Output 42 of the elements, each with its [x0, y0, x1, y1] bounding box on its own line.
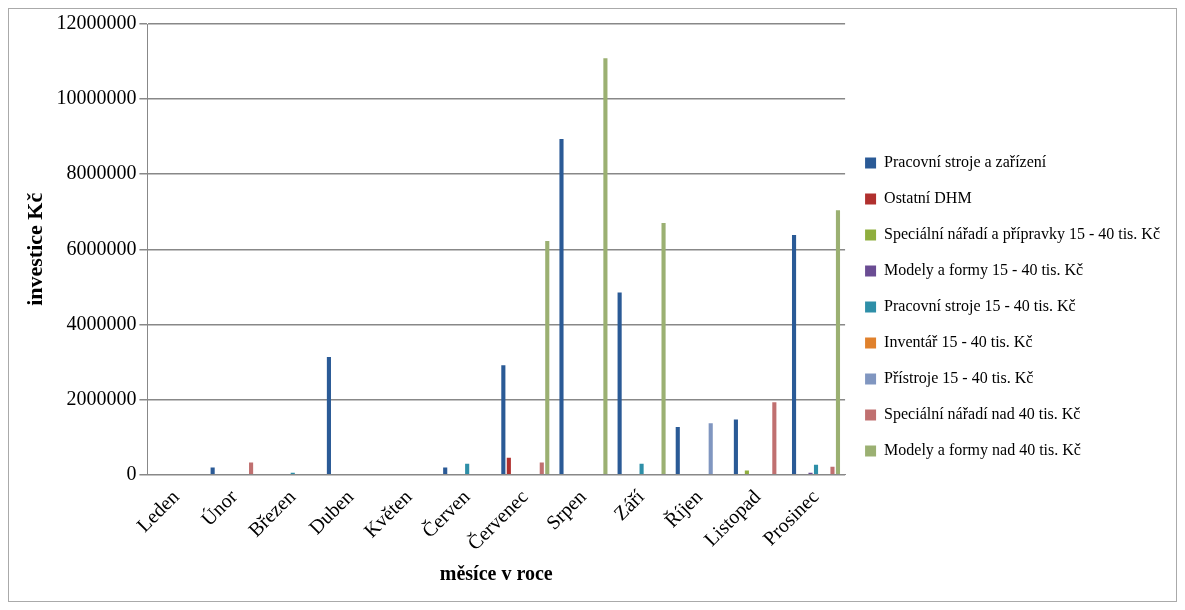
y-tick-label: 8000000 — [66, 161, 137, 184]
bar — [465, 463, 470, 474]
legend-label: Přístroje 15 - 40 tis. Kč — [884, 369, 1034, 388]
x-tick-label: Únor — [195, 484, 242, 530]
legend-label: Pracovní stroje 15 - 40 tis. Kč — [884, 297, 1076, 316]
y-axis-title: investice Kč — [21, 192, 47, 306]
x-tick-label: Září — [609, 484, 649, 525]
bar — [603, 58, 608, 474]
bar — [835, 210, 841, 474]
bar — [813, 464, 819, 474]
legend-label: Speciální nářadí nad 40 tis. Kč — [884, 405, 1081, 424]
y-tick-label: 12000000 — [56, 11, 137, 34]
bar — [545, 241, 550, 474]
legend-label: Pracovní stroje a zařízení — [884, 153, 1047, 172]
y-tick-label: 0 — [126, 461, 137, 484]
legend-label: Modely a formy 15 - 40 tis. Kč — [884, 261, 1084, 280]
bar — [443, 467, 448, 474]
y-tick-label: 4000000 — [66, 311, 137, 334]
legend-label: Modely a formy nad 40 tis. Kč — [884, 441, 1081, 460]
bar — [772, 402, 777, 474]
y-tick-label: 10000000 — [56, 86, 137, 109]
bar — [210, 467, 215, 474]
bar — [501, 365, 506, 474]
bar — [559, 138, 564, 474]
bar — [326, 357, 331, 474]
bar — [675, 426, 680, 474]
y-tick-label: 6000000 — [66, 236, 137, 259]
legend-label: Inventář 15 - 40 tis. Kč — [884, 333, 1033, 351]
bar — [830, 466, 835, 474]
y-tick-label: 2000000 — [66, 386, 137, 409]
bar — [639, 463, 644, 474]
x-axis-title: měsíce v roce — [439, 562, 553, 585]
legend-label: Ostatní DHM — [884, 189, 972, 207]
bar — [708, 423, 713, 474]
bar — [249, 462, 254, 474]
bar — [539, 462, 544, 474]
legend-label: Speciální nářadí a přípravky 15 - 40 tis. Kč — [884, 225, 1160, 244]
bar — [733, 419, 738, 474]
bar — [506, 457, 511, 474]
bar — [661, 223, 666, 474]
bar — [791, 235, 797, 474]
bar — [617, 292, 622, 474]
